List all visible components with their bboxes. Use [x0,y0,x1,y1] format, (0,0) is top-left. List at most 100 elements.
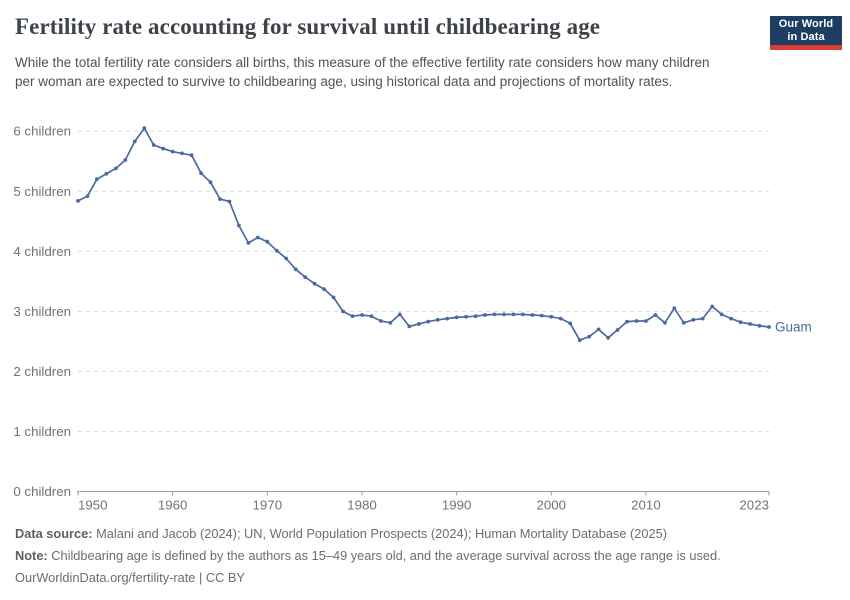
data-point [341,309,345,314]
data-point [379,319,383,323]
data-point [274,248,279,253]
data-point [710,304,715,309]
data-point [246,241,251,245]
data-point [151,143,156,147]
data-point [691,317,696,322]
data-point [369,314,374,319]
data-point [416,322,421,326]
data-point [634,319,639,323]
chart-subtitle: While the total fertility rate considers… [15,55,710,90]
owid-logo[interactable]: Our World in Data [770,16,842,54]
data-point [132,139,137,144]
data-point [303,275,308,279]
data-point [596,327,601,332]
data-line[interactable] [77,127,770,342]
x-tick-label: 2010 [631,498,661,513]
data-points [76,126,771,343]
data-point [615,328,620,332]
data-point [530,313,535,317]
data-point [426,319,431,324]
citation-line: OurWorldinData.org/fertility-rate | CC B… [15,567,825,589]
data-point [521,312,525,317]
x-tick-label: 1980 [347,498,377,513]
data-point [511,312,516,317]
y-tick-label: 0 children [13,484,71,499]
data-point [672,306,677,311]
data-point [227,199,232,204]
data-point [700,316,705,321]
data-point [748,322,752,326]
owid-logo-accent-bar [770,45,842,50]
y-axis-labels: 0 children 1 children 2 children 3 children… [13,124,71,499]
data-point [681,320,686,325]
data-point [464,314,468,319]
data-point [322,287,326,291]
data-point [208,180,213,185]
data-point [473,314,478,319]
citation-url[interactable]: OurWorldinData.org/fertility-rate [15,570,196,585]
entity-label[interactable]: Guam [775,319,812,334]
x-tick-label: 1970 [253,498,283,513]
license-label: CC BY [205,570,245,585]
x-tick-label: 1960 [158,498,188,513]
x-axis: 1950 1960 1970 1980 1990 2000 2010 2023 [77,491,770,513]
chart-title: Fertility rate accounting for survival u… [15,14,601,39]
data-point [577,338,582,343]
series-guam[interactable]: Guam [76,126,812,343]
data-point [170,149,175,154]
data-point [85,194,90,199]
data-point [492,312,497,317]
x-tick-label: 2023 [739,498,769,513]
citation-separator: | [195,570,206,585]
data-point [483,313,487,317]
data-point [549,314,554,319]
data-point [104,171,109,176]
data-point [199,171,204,176]
data-point [255,235,260,240]
data-point [312,281,317,286]
note-label: Note: [15,548,48,563]
data-point [738,320,743,325]
y-tick-label: 2 children [13,364,71,379]
data-point [539,313,544,318]
y-tick-label: 4 children [13,244,71,259]
data-source-line: Data source: Malani and Jacob (2024); UN… [15,523,825,545]
data-point [161,146,166,151]
x-tick-label: 1950 [78,498,108,513]
data-point [587,334,592,339]
data-point [653,313,658,317]
data-point [767,325,771,329]
data-point [606,335,610,340]
data-source-text: Malani and Jacob (2024); UN, World Popul… [92,526,668,541]
note-text: Childbearing age is defined by the autho… [47,548,721,563]
y-tick-label: 6 children [13,124,71,139]
data-point [502,312,506,317]
x-tick-label: 1990 [442,498,472,513]
data-point [663,320,667,325]
data-point [76,199,80,203]
data-point [293,267,298,272]
data-point [757,323,762,328]
data-source-label: Data source: [15,526,93,541]
line-chart-plot-area[interactable]: 0 children 1 children 2 children 3 children… [0,0,850,520]
data-point [123,158,128,162]
data-point [180,151,185,156]
owid-logo-line2: in Data [787,30,825,43]
gridlines [78,130,769,432]
data-point [644,319,648,323]
y-tick-label: 5 children [13,184,71,199]
x-tick-label: 2000 [536,498,566,513]
data-point [114,166,118,171]
data-point [142,126,147,131]
y-tick-label: 1 children [13,424,71,439]
chart-footer: Data source: Malani and Jacob (2024); UN… [15,523,825,589]
data-point [558,316,563,321]
data-point [218,197,222,202]
data-point [388,320,393,325]
data-point [625,319,629,324]
data-point [95,177,99,182]
data-point [407,324,412,329]
data-point [435,317,440,322]
data-point [568,321,573,326]
